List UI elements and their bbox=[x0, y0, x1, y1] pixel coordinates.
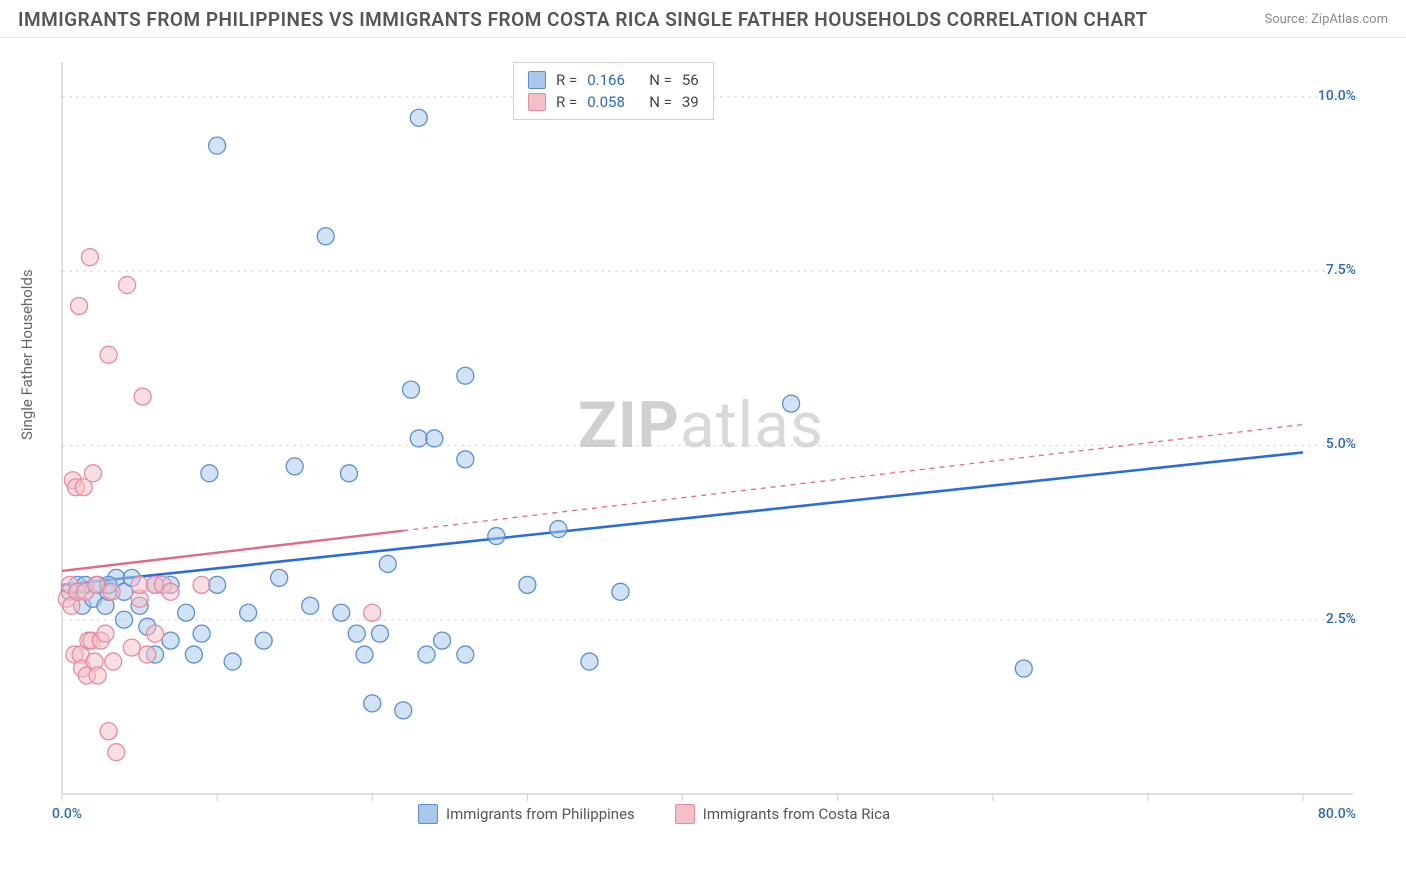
scatter-plot bbox=[58, 58, 1358, 828]
legend-label: Immigrants from Costa Rica bbox=[703, 805, 890, 823]
legend-item: Immigrants from Costa Rica bbox=[675, 804, 890, 824]
x-tick-label: 0.0% bbox=[52, 806, 82, 822]
header-bar: IMMIGRANTS FROM PHILIPPINES VS IMMIGRANT… bbox=[0, 0, 1406, 38]
x-tick-label: 80.0% bbox=[1318, 806, 1356, 822]
stats-n-value: 39 bbox=[682, 93, 699, 111]
legend-item: Immigrants from Philippines bbox=[418, 804, 635, 824]
stats-r-value: 0.166 bbox=[587, 71, 639, 89]
y-tick-label: 7.5% bbox=[1326, 262, 1356, 278]
stats-swatch bbox=[528, 93, 546, 111]
legend-label: Immigrants from Philippines bbox=[446, 805, 635, 823]
y-tick-label: 10.0% bbox=[1318, 88, 1356, 104]
stats-legend-box: R = 0.166 N = 56 R = 0.058 N = 39 bbox=[513, 62, 714, 120]
chart-title: IMMIGRANTS FROM PHILIPPINES VS IMMIGRANT… bbox=[18, 8, 1148, 31]
stats-row: R = 0.166 N = 56 bbox=[528, 69, 699, 91]
stats-r-label: R = bbox=[556, 93, 577, 111]
stats-r-value: 0.058 bbox=[587, 93, 639, 111]
y-axis-label: Single Father Households bbox=[18, 269, 36, 440]
bottom-legend: Immigrants from Philippines Immigrants fr… bbox=[418, 804, 890, 824]
stats-n-value: 56 bbox=[682, 71, 699, 89]
stats-swatch bbox=[528, 71, 546, 89]
legend-swatch bbox=[418, 804, 438, 824]
stats-n-label: N = bbox=[649, 71, 672, 89]
stats-row: R = 0.058 N = 39 bbox=[528, 91, 699, 113]
y-tick-label: 2.5% bbox=[1326, 611, 1356, 627]
stats-r-label: R = bbox=[556, 71, 577, 89]
source-attribution: Source: ZipAtlas.com bbox=[1264, 12, 1388, 27]
stats-n-label: N = bbox=[649, 93, 672, 111]
chart-area: ZIPatlas R =0.166N =56R =0.058N =39 Immi… bbox=[58, 58, 1358, 828]
legend-swatch bbox=[675, 804, 695, 824]
y-tick-label: 5.0% bbox=[1326, 436, 1356, 452]
